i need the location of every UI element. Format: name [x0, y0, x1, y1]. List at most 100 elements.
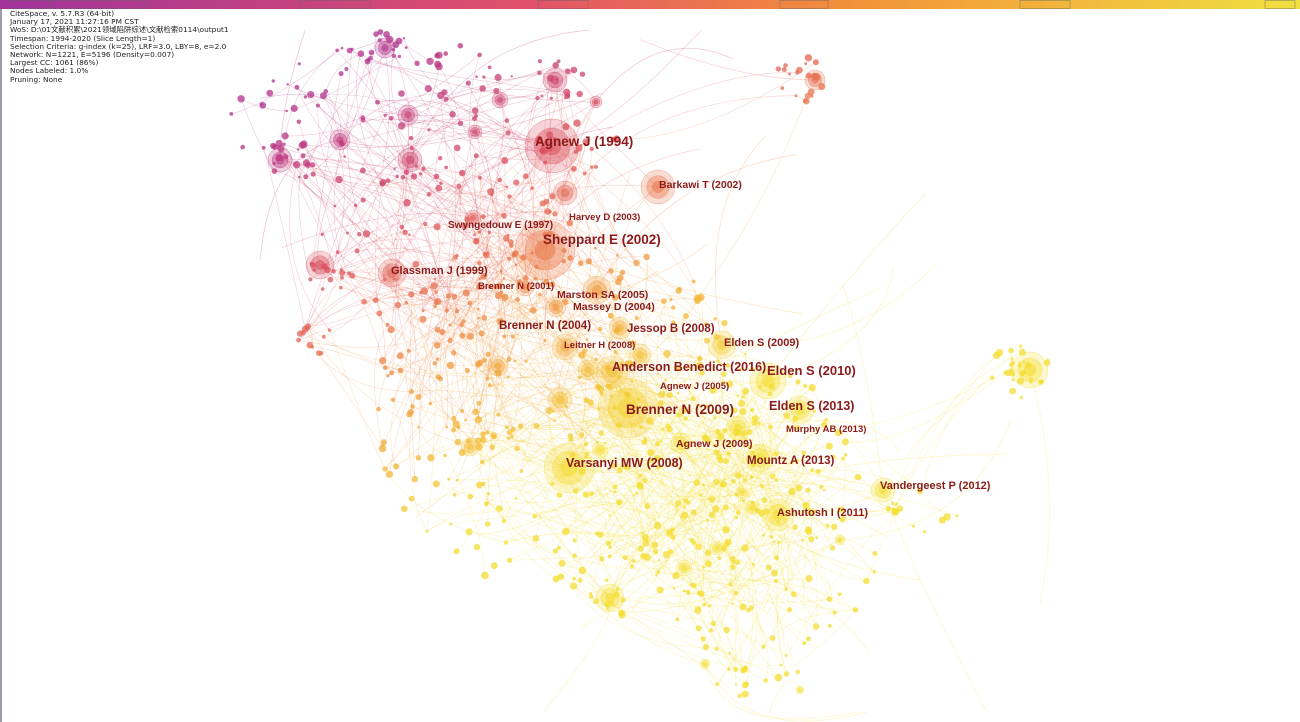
citation-edge [426, 345, 438, 532]
citation-edge [825, 419, 889, 510]
network-node [381, 44, 389, 52]
network-node [504, 425, 509, 430]
citation-edge [656, 574, 736, 670]
network-node [502, 334, 506, 339]
network-node [510, 434, 514, 439]
citation-edge [423, 168, 485, 277]
citation-edge [511, 367, 691, 437]
network-node [426, 192, 432, 197]
citation-edge [739, 539, 841, 697]
network-node [357, 50, 365, 57]
network-node [863, 577, 870, 585]
citation-edge [285, 156, 437, 293]
citation-edge [504, 331, 700, 359]
citation-edge [310, 94, 453, 117]
node-label[interactable]: Brenner N (2009) [626, 402, 734, 417]
network-node [749, 605, 754, 610]
citation-edge [532, 140, 566, 302]
network-node [1004, 369, 1012, 377]
node-label[interactable]: Brenner N (2001) [478, 281, 554, 292]
network-node [477, 175, 482, 180]
node-label[interactable]: Swyngedouw E (1997) [448, 220, 553, 231]
network-node [405, 155, 415, 165]
citation-edge [588, 261, 664, 302]
network-node [471, 116, 477, 121]
citation-edge [482, 367, 678, 463]
citation-edge [660, 394, 667, 442]
network-node [790, 591, 797, 598]
node-label[interactable]: Massey D (2004) [573, 301, 655, 313]
node-label[interactable]: Agnew J (2005) [660, 381, 729, 392]
network-node [382, 466, 388, 472]
citation-edge [516, 428, 664, 454]
node-label[interactable]: Harvey D (2003) [569, 212, 640, 223]
node-label[interactable]: Agnew J (1994) [535, 134, 633, 149]
citation-edge [483, 72, 540, 80]
node-label[interactable]: Leitner H (2008) [564, 340, 635, 351]
citation-edge [436, 226, 520, 282]
network-node [622, 555, 628, 561]
network-node [825, 442, 833, 450]
network-node [304, 323, 312, 330]
network-node [457, 120, 464, 127]
citation-edge [377, 99, 542, 152]
node-label[interactable]: Agnew J (2009) [676, 438, 752, 450]
citation-edge [811, 387, 846, 456]
node-label[interactable]: Elden S (2009) [724, 337, 800, 349]
citation-edge [707, 369, 745, 553]
node-label[interactable]: Glassman J (1999) [391, 265, 488, 277]
citation-edge [672, 415, 788, 530]
node-label[interactable]: Elden S (2010) [767, 363, 856, 378]
network-node [695, 625, 702, 632]
network-node [361, 298, 367, 305]
network-node [517, 423, 524, 429]
node-label[interactable]: Vandergeest P (2012) [880, 480, 991, 492]
network-node [1009, 387, 1017, 395]
node-label[interactable]: Barkawi T (2002) [659, 179, 742, 191]
node-label[interactable]: Brenner N (2004) [499, 320, 591, 332]
citation-edge [767, 193, 926, 382]
network-node [590, 165, 594, 169]
citation-edge [391, 272, 441, 379]
timeline-slice-marker [1264, 0, 1296, 9]
network-node [562, 123, 570, 131]
network-node [406, 348, 411, 353]
network-node [676, 411, 683, 418]
timeline-slice-marker [537, 0, 589, 9]
citation-edge [462, 172, 510, 360]
node-label[interactable]: Mountz A (2013) [747, 455, 834, 467]
node-label[interactable]: Jessop B (2008) [627, 323, 715, 335]
network-node [336, 136, 344, 144]
citation-edge [434, 285, 546, 341]
network-node [444, 308, 449, 313]
citation-edge [483, 211, 551, 217]
network-node [709, 386, 717, 394]
network-node [654, 441, 661, 447]
citation-edge [778, 508, 894, 543]
network-node [772, 509, 784, 521]
network-node [564, 68, 571, 75]
citation-edge [619, 327, 727, 530]
node-label[interactable]: Ashutosh I (2011) [777, 507, 868, 519]
network-node [878, 485, 888, 495]
network-node [305, 161, 312, 168]
node-label[interactable]: Varsanyi MW (2008) [566, 456, 683, 470]
citation-edge [508, 437, 704, 486]
citation-edge [683, 539, 841, 572]
network-node [658, 391, 666, 399]
node-label[interactable]: Anderson Benedict (2016) [612, 360, 766, 374]
citation-edge [549, 92, 575, 212]
node-label[interactable]: Elden S (2013) [769, 399, 854, 413]
network-node [479, 459, 485, 465]
citation-edge [536, 402, 750, 433]
node-label[interactable]: Sheppard E (2002) [543, 232, 661, 247]
citation-edge [546, 201, 638, 319]
network-node [656, 372, 660, 376]
network-node [605, 540, 612, 547]
network-node [506, 233, 510, 237]
node-label[interactable]: Murphy AB (2013) [786, 424, 866, 435]
citation-edge [595, 47, 734, 103]
node-label[interactable]: Marston SA (2005) [557, 289, 648, 301]
citation-edge [457, 479, 671, 532]
